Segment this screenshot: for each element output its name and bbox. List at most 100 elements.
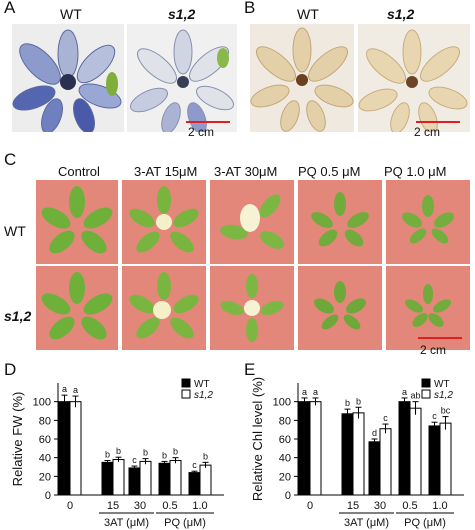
chart-e-legend-label-0: WT (434, 379, 450, 390)
chart-d-sig-letter-1-4: b (203, 451, 208, 461)
chart-e-y-tick-label-3: 60 (279, 434, 291, 446)
panel-c-label: C (4, 150, 17, 169)
panel-c-photo-s12-pq05 (298, 266, 382, 350)
panel-b-scale-label: 2 cm (414, 125, 441, 139)
chart-d-y-label: Relative FW (%) (10, 392, 25, 487)
panel-a-scale-bar (186, 121, 230, 123)
chart-d-y-tick-label-4: 80 (39, 415, 51, 427)
panel-c-scale-bar (418, 337, 462, 339)
chart-e-group-label-g2: PQ (μM) (404, 517, 446, 529)
panel-c-photo-s12-control (36, 266, 118, 350)
chart-d-bar-wt-4 (188, 472, 201, 496)
panel-c-photo-wt-pq05 (298, 180, 382, 264)
chart-d-y-tick-label-2: 40 (39, 453, 51, 465)
chart-e-x-tick-label-2: 30 (374, 500, 386, 512)
chart-d-sig-letter-0-4: c (192, 460, 197, 470)
panel-a-scale-label: 2 cm (188, 125, 215, 139)
chart-d-legend-label-0: WT (194, 379, 210, 390)
chart-d-y-tick-label-0: 0 (45, 490, 51, 502)
chart-e-bar-wt-3 (398, 401, 411, 496)
panel-b-title-s12: s1,2 (387, 6, 415, 22)
panel-c-row-wt: WT (4, 223, 26, 239)
chart-d-bar-s12-3 (169, 459, 182, 496)
panel-c-photo-wt-control (36, 180, 118, 264)
chart-e-sig-letter-0-0: a (302, 387, 307, 397)
panel-a-title-s12: s1,2 (168, 6, 196, 22)
chart-e-bar-wt-0 (298, 401, 311, 496)
panel-e-label: E (244, 360, 256, 379)
chart-e-sig-letter-1-1: b (356, 396, 361, 406)
chart-e-y-label: Relative Chl level (%) (250, 377, 265, 501)
chart-d-sig-letter-1-0: a (73, 385, 78, 395)
chart-e-y-tick-label-4: 80 (279, 415, 291, 427)
panel-c-col-3at15: 3-AT 15μM (134, 164, 198, 179)
chart-e-sig-letter-0-2: d (372, 428, 377, 438)
chart-e-legend-swatch-0 (421, 378, 431, 388)
panel-b-label: B (244, 0, 256, 17)
chart-d-y-tick-label-3: 60 (39, 434, 51, 446)
chart-d-group-label-g1: 3AT (μM) (104, 517, 149, 529)
chart-d-bar-wt-1 (101, 461, 114, 496)
chart-e-legend-label-1: s1,2 (434, 390, 453, 401)
chart-d-bar-s12-1 (112, 459, 125, 496)
panel-c-photo-wt-3at30 (210, 180, 294, 264)
chart-e-y-tick-label-2: 40 (279, 453, 291, 465)
panel-a-title-wt: WT (60, 6, 82, 22)
chart-d-sig-letter-1-3: b (173, 447, 178, 457)
panel-c-col-control: Control (58, 164, 100, 179)
chart-d-bar-s12-2 (139, 460, 152, 496)
chart-e-sig-letter-1-0: a (313, 387, 318, 397)
chart-e-bar-s12-1 (352, 412, 365, 496)
chart-e-sig-letter-0-4: c (432, 411, 437, 421)
panel-c-photo-s12-3at30 (210, 266, 294, 350)
chart-e-bar-wt-4 (428, 425, 441, 496)
chart-d-bar-wt-2 (128, 467, 141, 496)
panel-b-title-wt: WT (297, 6, 319, 22)
chart-e-x-tick-label-0: 0 (307, 500, 313, 512)
panel-d-label: D (4, 360, 17, 379)
chart-d-x-tick-label-1: 15 (107, 500, 119, 512)
chart-e-sig-letter-0-1: b (345, 398, 350, 408)
chart-d-y-tick-label-5: 100 (33, 397, 51, 409)
panel-a-photo-wt (12, 24, 124, 132)
chart-e-sig-letter-0-3: a (402, 387, 407, 397)
chart-e-bar-s12-3 (409, 407, 422, 496)
panel-a-photo-s12 (127, 24, 237, 132)
chart-d-sig-letter-0-0: a (62, 384, 67, 394)
chart-d-x-tick-label-4: 1.0 (192, 500, 207, 512)
chart-d-legend-swatch-1 (181, 389, 191, 399)
panel-c-photo-grid (36, 180, 470, 350)
panel-a-label: A (4, 0, 16, 17)
chart-d-y-tick-label-1: 20 (39, 471, 51, 483)
chart-e-y-tick-label-5: 100 (273, 397, 291, 409)
chart-e-legend-swatch-1 (421, 389, 431, 399)
panel-c-scale-label: 2 cm (420, 343, 447, 357)
chart-d-sig-letter-1-1: b (116, 446, 121, 456)
chart-d-x-tick-label-3: 0.5 (162, 500, 177, 512)
chart-e-sig-letter-1-2: c (383, 413, 388, 423)
panel-c-photo-s12-pq10 (386, 266, 470, 350)
chart-d-x-tick-label-2: 30 (134, 500, 146, 512)
panel-c-row-s12: s1,2 (4, 308, 32, 324)
chart-e-group-label-g1: 3AT (μM) (344, 517, 389, 529)
chart-e-y-tick-label-0: 0 (285, 490, 291, 502)
panel-c-photo-wt-3at15 (122, 180, 206, 264)
chart-e-x-tick-label-3: 0.5 (402, 500, 417, 512)
chart-e-bar-wt-2 (368, 441, 381, 496)
chart-e-bar-s12-0 (309, 401, 322, 496)
chart-d-sig-letter-1-2: b (143, 448, 148, 458)
panel-c-photo-wt-pq10 (386, 180, 470, 264)
panel-b-photo-s12 (358, 24, 470, 132)
chart-d-sig-letter-0-1: b (105, 449, 110, 459)
chart-e-x-tick-label-4: 1.0 (432, 500, 447, 512)
chart-d-legend-label-1: s1,2 (194, 390, 213, 401)
chart-d-sig-letter-0-2: c (132, 455, 137, 465)
chart-e-bar-s12-4 (439, 422, 452, 496)
panel-b-scale-bar (416, 121, 460, 123)
chart-d-group-label-g2: PQ (μM) (164, 517, 206, 529)
chart-e-x-tick-label-1: 15 (347, 500, 359, 512)
chart-e-sig-letter-1-3: ab (410, 391, 420, 401)
chart-e-bar-s12-2 (379, 428, 392, 496)
